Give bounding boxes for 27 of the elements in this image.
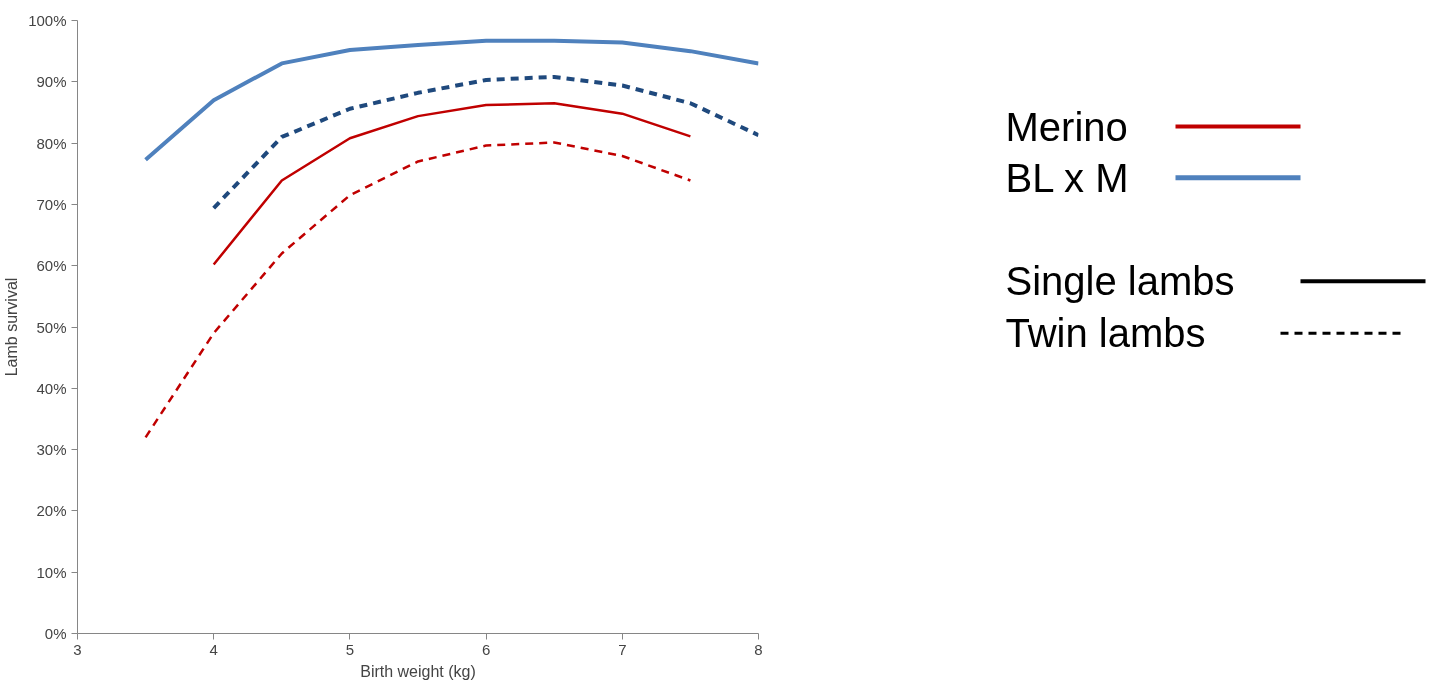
text: Single lambs — [1005, 259, 1235, 304]
line-series — [144, 141, 692, 439]
line-series — [211, 74, 759, 211]
text: Merino — [1005, 104, 1128, 149]
x-tick-label: 3 — [73, 640, 82, 658]
x-tick-label: 7 — [618, 640, 627, 658]
y-tick-label: 20% — [36, 502, 67, 520]
text: BL x M — [1005, 155, 1129, 200]
x-tick-label: 6 — [481, 640, 491, 658]
y-tick-label: 60% — [36, 257, 67, 275]
x-axis-title: Birth weight (kg) — [360, 662, 476, 680]
y-tick-label: 0% — [44, 625, 67, 642]
y-tick-label: 80% — [36, 134, 67, 152]
y-tick-label: 10% — [36, 563, 67, 581]
y-tick-label: 50% — [36, 318, 67, 336]
x-tick-label: 8 — [754, 640, 763, 658]
x-tick-label: 4 — [209, 640, 218, 658]
y-axis-title: Lamb survival — [3, 277, 21, 377]
line-series — [212, 102, 692, 266]
y-tick-label: 100% — [28, 12, 67, 29]
y-tick-label: 40% — [36, 379, 67, 397]
y-tick-label: 30% — [36, 441, 67, 459]
text: Twin lambs — [1005, 311, 1206, 356]
x-tick-label: 5 — [345, 640, 355, 658]
y-tick-label: 90% — [36, 73, 67, 91]
line-series — [143, 38, 759, 162]
y-tick-label: 70% — [36, 195, 67, 213]
